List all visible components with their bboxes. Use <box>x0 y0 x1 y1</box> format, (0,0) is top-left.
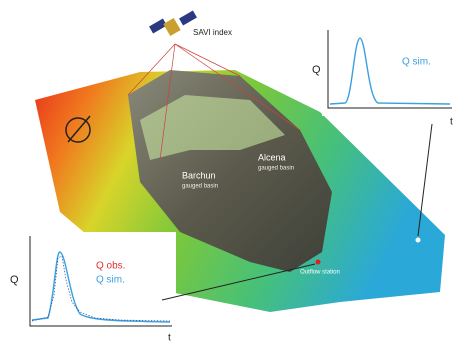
diagram: Barchun gauged basin Alcena gauged basin… <box>0 0 458 346</box>
basin-subtitle: gauged basin <box>182 184 218 190</box>
satellite-label: SAVI index <box>193 28 232 37</box>
station-label: Outflow station <box>300 270 340 276</box>
solar-panel <box>149 19 167 34</box>
outflow-point <box>316 260 321 265</box>
y-label: Q <box>312 64 321 76</box>
basin-name: Barchun <box>182 170 216 180</box>
satellite-body <box>163 18 180 36</box>
solar-panel <box>179 11 197 26</box>
basin-name: Alcena <box>258 152 286 162</box>
x-label: t <box>168 333 171 344</box>
basin-subtitle: gauged basin <box>258 166 294 172</box>
x-label: t <box>450 117 453 128</box>
legend: Q sim. <box>402 57 431 68</box>
legend: Q obs. <box>96 261 125 272</box>
legend: Q sim. <box>96 275 125 286</box>
y-label: Q <box>10 274 19 286</box>
outflow-point <box>416 238 421 243</box>
